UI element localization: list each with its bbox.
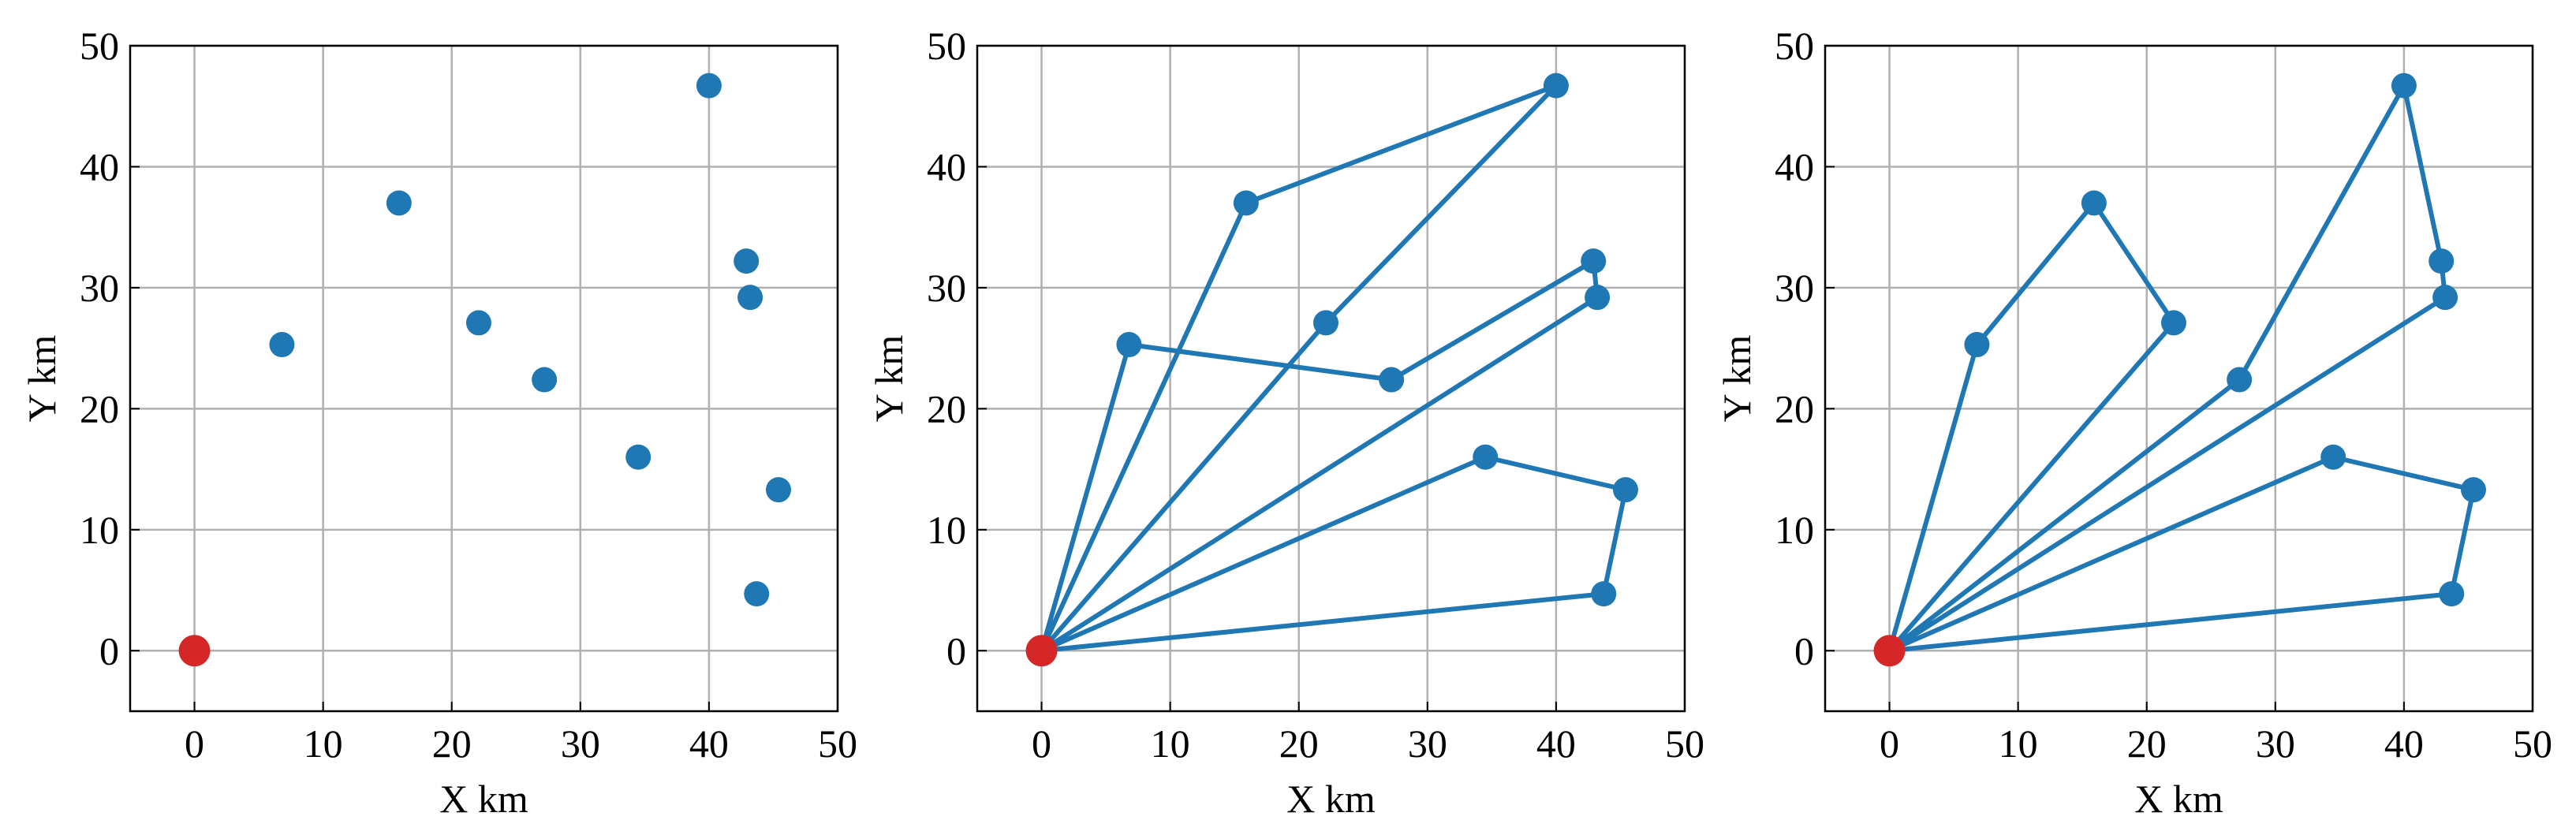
customer-point <box>1585 285 1611 311</box>
axes-frame <box>1824 44 2534 713</box>
x-tick-label: 10 <box>1151 721 1190 766</box>
y-tick-label: 30 <box>1775 266 1814 310</box>
axes-frame <box>976 44 1686 713</box>
y-axis-label: Y km <box>20 335 64 423</box>
customer-point <box>532 367 558 393</box>
y-tick-label: 40 <box>1775 144 1814 188</box>
x-axis-label: X km <box>1286 777 1376 821</box>
customer-point <box>2391 73 2417 99</box>
route-line <box>1887 200 2176 653</box>
customer-point <box>734 248 760 274</box>
customer-point <box>625 444 651 470</box>
x-tick-label: 0 <box>1880 721 1899 766</box>
x-tick-label: 10 <box>304 721 343 766</box>
depot-point <box>1873 635 1906 667</box>
route-line <box>1888 454 2476 654</box>
depot-point <box>178 635 211 667</box>
customer-point <box>1964 332 1990 358</box>
x-tick-label: 20 <box>1279 721 1319 766</box>
customer-point <box>1473 444 1499 470</box>
y-tick-label: 40 <box>80 144 119 188</box>
customer-point <box>2320 444 2346 470</box>
customer-point <box>1379 367 1405 393</box>
y-tick-label: 20 <box>927 386 966 431</box>
route-line <box>1887 83 2448 653</box>
x-tick-label: 40 <box>2384 721 2424 766</box>
x-tick-label: 0 <box>1032 721 1051 766</box>
x-tick-label: 20 <box>432 721 472 766</box>
y-tick-label: 20 <box>80 386 119 431</box>
customer-point <box>696 73 722 99</box>
y-axis-label: Y km <box>1715 335 1759 423</box>
x-tick-label: 50 <box>2513 721 2552 766</box>
x-tick-label: 30 <box>561 721 600 766</box>
x-tick-label: 20 <box>2127 721 2167 766</box>
y-tick-label: 10 <box>80 508 119 552</box>
y-tick-label: 40 <box>927 144 966 188</box>
route-line <box>1040 454 1628 654</box>
x-tick-label: 0 <box>185 721 204 766</box>
x-tick-label: 10 <box>1999 721 2038 766</box>
x-tick-label: 40 <box>1536 721 1576 766</box>
customer-point <box>2227 367 2253 393</box>
customer-point <box>2081 190 2107 216</box>
customer-point <box>1233 190 1259 216</box>
y-tick-label: 50 <box>1775 24 1814 68</box>
customer-point <box>1312 310 1338 336</box>
y-tick-label: 0 <box>1794 628 1814 673</box>
customer-point <box>1612 477 1638 503</box>
customer-point <box>465 310 491 336</box>
y-tick-label: 50 <box>927 24 966 68</box>
customer-point <box>2439 581 2465 607</box>
customer-point <box>744 581 770 607</box>
depot-point <box>1025 635 1058 667</box>
customer-point <box>1116 332 1142 358</box>
route-line <box>1039 259 1600 653</box>
customer-point <box>1581 248 1607 274</box>
customer-point <box>2160 310 2186 336</box>
y-tick-label: 0 <box>946 628 966 673</box>
customer-point <box>1591 581 1617 607</box>
customer-point <box>2429 248 2455 274</box>
customer-point <box>2432 285 2458 311</box>
customer-point <box>1543 73 1569 99</box>
y-tick-label: 30 <box>927 266 966 310</box>
x-axis-label: X km <box>439 777 528 821</box>
customer-point <box>269 332 295 358</box>
y-axis-label: Y km <box>867 335 911 423</box>
customer-point <box>386 190 412 216</box>
y-tick-label: 30 <box>80 266 119 310</box>
x-tick-label: 30 <box>1408 721 1447 766</box>
x-tick-label: 50 <box>818 721 857 766</box>
x-axis-label: X km <box>2134 777 2223 821</box>
customer-point <box>765 477 791 503</box>
x-tick-label: 50 <box>1665 721 1704 766</box>
y-tick-label: 20 <box>1775 386 1814 431</box>
x-tick-label: 30 <box>2256 721 2295 766</box>
y-tick-label: 10 <box>1775 508 1814 552</box>
customer-point <box>2460 477 2486 503</box>
customer-point <box>737 285 763 311</box>
axes-frame <box>129 44 839 713</box>
y-tick-label: 0 <box>99 628 119 673</box>
x-tick-label: 40 <box>689 721 729 766</box>
y-tick-label: 10 <box>927 508 966 552</box>
y-tick-label: 50 <box>80 24 119 68</box>
